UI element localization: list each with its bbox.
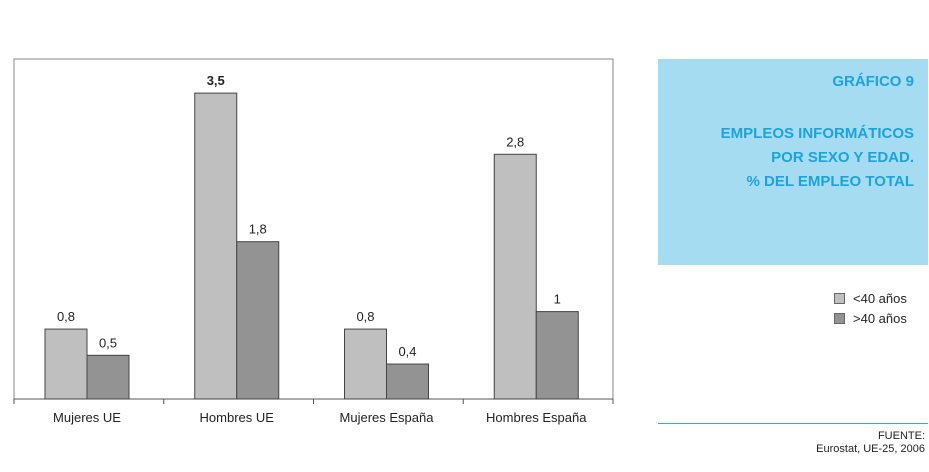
data-labels: 0,8 0,5 3,5 1,8 0,8 0,4 2,8 1 [57,73,561,359]
x-ticks [13,399,614,404]
legend-swatch-over-40 [834,312,845,324]
source-note: FUENTE: Eurostat, UE-25, 2006 [816,430,925,456]
figure-label: GRÁFICO 9 [832,73,914,90]
source-divider [658,423,928,424]
bars [44,92,579,400]
chart-title-line-2: POR SEXO Y EDAD. [771,149,914,166]
legend-label-under-40: <40 años [853,290,907,306]
legend-swatch-under-40 [834,292,845,304]
data-label: 1,8 [249,222,267,237]
bar-over-40 [86,354,130,400]
legend-item-over-40: >40 años [834,308,907,328]
chart-title-panel: GRÁFICO 9 EMPLEOS INFORMÁTICOS POR SEXO … [658,59,928,265]
source-heading: FUENTE: [877,430,925,442]
legend-item-under-40: <40 años [834,288,907,308]
data-label: 0,5 [99,335,117,350]
x-tick-label: Mujeres España [340,410,435,425]
bar-under-40 [344,328,387,400]
bar-under-40 [194,92,238,400]
bar-under-40 [493,153,537,400]
chart-title-line-1: EMPLEOS INFORMÁTICOS [720,125,914,142]
data-label: 1 [554,292,561,307]
source-text: Eurostat, UE-25, 2006 [816,443,925,455]
legend: <40 años >40 años [834,288,907,328]
data-label: 3,5 [207,73,225,88]
bar-over-40 [236,241,280,400]
x-tick-label: Hombres España [486,410,587,425]
data-label: 0,8 [356,309,374,324]
bar-under-40 [44,328,88,400]
bar-over-40 [535,311,579,400]
x-tick-labels: Mujeres UE Hombres UE Mujeres España Hombre… [53,410,587,425]
legend-label-over-40: >40 años [853,310,907,326]
chart-title-line-3: % DEL EMPLEO TOTAL [746,173,914,190]
data-label: 0,4 [398,344,416,359]
bar-over-40 [386,363,429,400]
x-tick-label: Mujeres UE [53,410,121,425]
data-label: 2,8 [506,134,524,149]
x-tick-label: Hombres UE [200,410,275,425]
data-label: 0,8 [57,309,75,324]
